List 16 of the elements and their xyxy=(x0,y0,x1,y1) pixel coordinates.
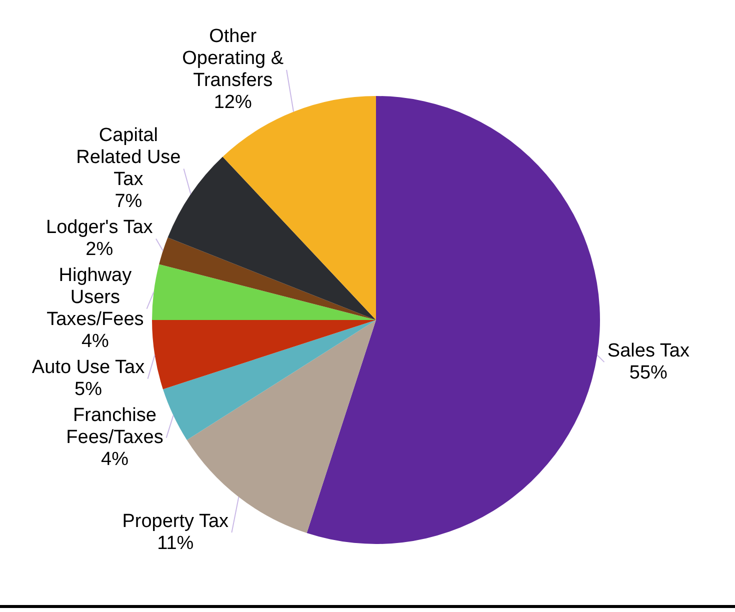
data-label: 2% xyxy=(86,239,114,260)
slice-label: Franchise Fees/Taxes xyxy=(66,405,164,448)
slice-label: Capital Related Use Tax xyxy=(76,125,181,190)
slice-label: Auto Use Tax xyxy=(32,357,146,378)
data-label: 11% xyxy=(157,532,194,554)
slice-label: Sales Tax xyxy=(607,340,690,362)
data-label: 5% xyxy=(74,379,102,400)
data-label: 12% xyxy=(214,92,252,114)
slice-label: Property Tax xyxy=(122,510,230,532)
slice-label: Other Operating & Transfers xyxy=(182,26,284,92)
slice-label: Lodger's Tax xyxy=(46,217,154,238)
data-label: 55% xyxy=(629,362,668,384)
data-label: 4% xyxy=(101,449,129,470)
data-label: 4% xyxy=(81,331,110,352)
slice-label: Highway Users Taxes/Fees xyxy=(46,265,144,330)
data-label: 7% xyxy=(114,191,142,212)
